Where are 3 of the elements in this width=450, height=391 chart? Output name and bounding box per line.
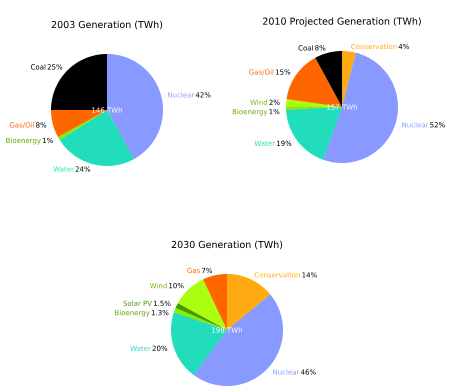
chart-title: 2003 Generation (TWh)	[52, 20, 162, 30]
chart-title: 2010 Projected Generation (TWh)	[263, 17, 421, 27]
chart-title: 2030 Generation (TWh)	[172, 240, 282, 250]
